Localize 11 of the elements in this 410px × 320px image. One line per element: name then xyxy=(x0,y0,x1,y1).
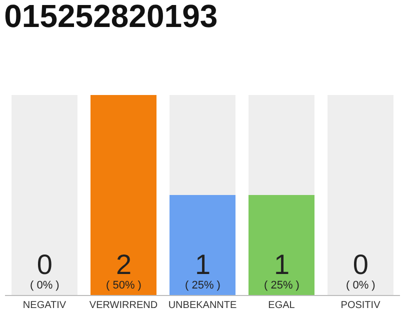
x-tick-label: POSITIV xyxy=(340,300,381,311)
x-tick-label: EGAL xyxy=(268,300,296,311)
chart-title: 015252820193 xyxy=(4,0,218,34)
x-tick-label: NEGATIV xyxy=(22,300,66,311)
data-label: 1 ( 25% ) xyxy=(185,249,220,292)
data-label: 2 ( 50% ) xyxy=(106,249,142,292)
x-tick-label: VERWIRREND xyxy=(89,300,158,311)
x-tick-label: UNBEKANNTE xyxy=(168,300,237,311)
data-label: 1 ( 25% ) xyxy=(264,249,300,292)
annotation: 0 ( 0% ) xyxy=(30,249,60,292)
annotation: 0 ( 0% ) xyxy=(346,249,376,292)
